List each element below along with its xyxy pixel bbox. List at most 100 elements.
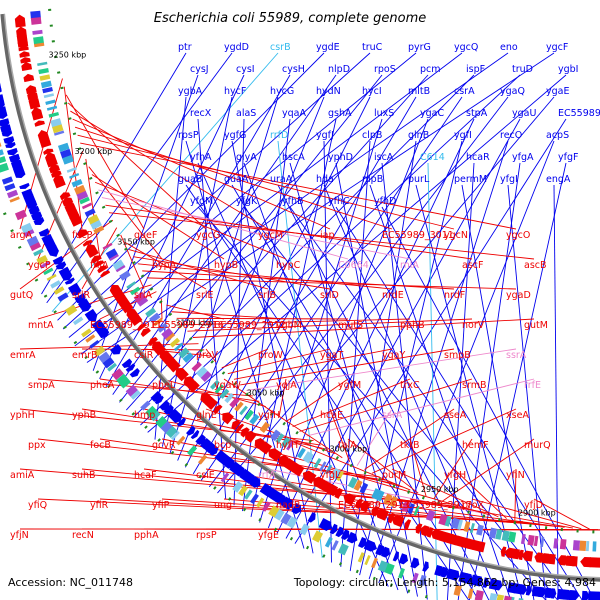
forward-gene-label: EC55989_2923 xyxy=(558,108,600,119)
kbp-tick-label: 3200 kbp xyxy=(75,147,113,156)
forward-gene-label: ygaU xyxy=(512,108,536,119)
reverse-cog-gene xyxy=(57,142,70,153)
reverse-gene-label: ygaW xyxy=(214,380,241,391)
forward-gene xyxy=(398,553,409,565)
reverse-gene xyxy=(151,341,164,353)
reverse-gene-label: emrB xyxy=(72,350,98,361)
reverse-cog-gene xyxy=(508,531,517,543)
reverse-gene-label: hypC xyxy=(276,260,301,271)
forward-leader-line xyxy=(285,118,521,539)
reverse-gene-label: bcp xyxy=(214,440,231,451)
forward-leader-line xyxy=(80,52,509,355)
forward-cog-gene xyxy=(250,493,259,505)
forward-leader-line xyxy=(369,184,512,600)
reverse-gene-label: nadB xyxy=(276,500,300,511)
reverse-gene-label: EC55989_2912 xyxy=(214,320,286,331)
reverse-cog-gene xyxy=(137,297,149,307)
reverse-cog-gene xyxy=(32,29,43,35)
forward-gene-label: hydN xyxy=(316,86,341,97)
forward-gene xyxy=(285,499,294,510)
reverse-leader-line xyxy=(364,408,455,470)
forward-gene-label: yfhD xyxy=(374,196,396,207)
reverse-leader-line xyxy=(166,304,225,320)
reverse-gene xyxy=(268,448,281,461)
reverse-gene xyxy=(476,541,486,553)
forward-gene xyxy=(519,584,527,595)
reverse-gene xyxy=(382,510,389,521)
reverse-gene-label: srlB xyxy=(258,290,276,301)
forward-gene xyxy=(84,308,98,322)
reverse-gene-label: sseA xyxy=(444,410,467,421)
forward-gene-label: C614 xyxy=(420,152,445,163)
inner-dash xyxy=(363,470,367,475)
reverse-gene-label: ygfH xyxy=(258,410,280,421)
reverse-gene xyxy=(235,423,245,433)
reverse-gene xyxy=(302,470,315,483)
outer-dash xyxy=(242,507,247,512)
reverse-gene-label: emrA xyxy=(10,350,36,361)
reverse-cog-gene xyxy=(520,533,526,545)
reverse-cog-gene xyxy=(157,322,168,333)
reverse-leader-line xyxy=(329,468,491,516)
reverse-gene-label: proV xyxy=(196,350,219,361)
reverse-cog-gene xyxy=(87,214,100,225)
reverse-gene-label: ssrA xyxy=(382,410,403,421)
reverse-gene xyxy=(17,38,29,48)
reverse-cog-gene xyxy=(200,370,212,382)
reverse-gene-label: ygcN xyxy=(444,230,468,241)
forward-gene xyxy=(0,100,5,110)
forward-gene-label: yfhB xyxy=(282,196,304,207)
inner-dash xyxy=(72,132,77,136)
forward-gene-label: yfgM xyxy=(190,196,213,207)
reverse-cog-gene xyxy=(359,482,369,494)
forward-cog-gene xyxy=(0,156,7,164)
forward-gene xyxy=(190,429,200,440)
forward-leader-line xyxy=(446,162,475,600)
reverse-gene-label: purM xyxy=(382,470,406,481)
reverse-gene-label: yfgE xyxy=(258,530,279,541)
reverse-gene xyxy=(100,270,111,278)
reverse-cog-gene xyxy=(286,440,295,451)
forward-gene xyxy=(172,413,183,424)
inner-dash xyxy=(257,402,261,407)
reverse-cog-gene xyxy=(234,401,244,412)
reverse-gene-label: ygcO xyxy=(506,230,530,241)
reverse-gene-label: srlA xyxy=(134,290,152,301)
forward-leader-line xyxy=(185,184,470,600)
reverse-gene-label: yfgH xyxy=(444,470,466,481)
reverse-cog-gene xyxy=(182,352,194,363)
reverse-cog-gene xyxy=(129,286,141,296)
reverse-cog-gene xyxy=(178,347,190,359)
reverse-cog-gene xyxy=(161,327,174,341)
outer-dash xyxy=(53,310,57,314)
reverse-cog-gene xyxy=(572,540,581,551)
forward-gene xyxy=(98,329,110,339)
reverse-leader-line xyxy=(192,318,535,338)
forward-cog-gene xyxy=(4,183,16,192)
reverse-cog-gene xyxy=(353,479,363,491)
reverse-gene-label: EC55989_2913 xyxy=(338,500,410,511)
inner-dash xyxy=(54,55,58,59)
outer-dash xyxy=(144,425,148,429)
forward-cog-gene xyxy=(274,509,285,521)
forward-gene-label: yfgK xyxy=(236,196,258,207)
reverse-gene-label: gutM xyxy=(524,320,548,331)
forward-cog-gene xyxy=(145,405,159,419)
forward-gene-label: yfhA xyxy=(190,152,212,163)
forward-cog-gene xyxy=(81,328,92,338)
forward-gene xyxy=(329,523,338,535)
reverse-leader-line xyxy=(88,166,163,260)
forward-cog-gene xyxy=(102,357,115,369)
reverse-cog-gene xyxy=(463,521,471,533)
reverse-gene-label: trxC xyxy=(400,380,420,391)
reverse-cog-gene xyxy=(191,361,202,372)
forward-gene xyxy=(569,590,580,600)
reverse-gene xyxy=(343,493,357,506)
reverse-cog-gene xyxy=(79,196,90,205)
inner-dash xyxy=(188,336,193,341)
reverse-leader-line xyxy=(98,189,349,260)
forward-gene xyxy=(55,261,67,270)
reverse-gene xyxy=(245,430,257,443)
forward-cog-gene xyxy=(125,384,138,397)
